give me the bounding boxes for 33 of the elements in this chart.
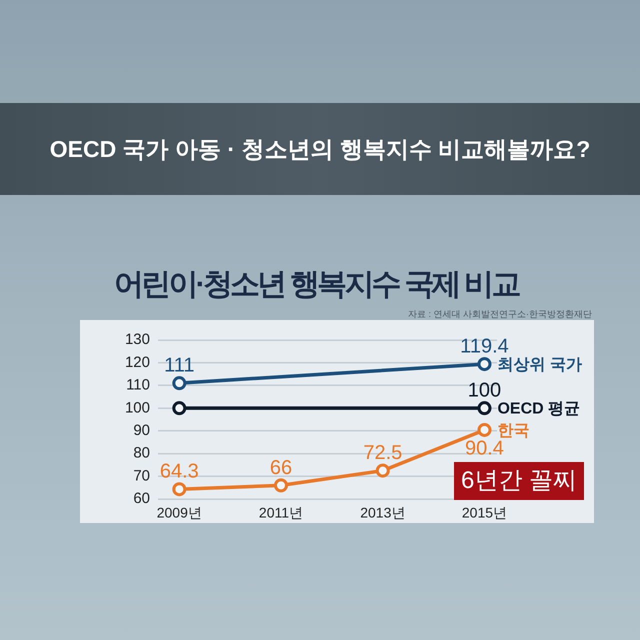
point	[376, 464, 390, 478]
series-label: OECD 평균	[497, 400, 580, 418]
data-label: 111	[164, 354, 195, 377]
series-label: 한국	[497, 422, 530, 440]
y-tick-label: 80	[133, 444, 150, 462]
y-tick-label: 70	[133, 467, 150, 484]
text: 자료 : 연세대 사회발전연구소·한국방정환재단	[408, 308, 592, 321]
point	[274, 478, 288, 492]
x-tick-label: 2011년	[258, 504, 304, 520]
series-label: 최상위 국가	[497, 356, 582, 374]
x-tick-label: 2013년	[360, 504, 406, 520]
data-label: 66	[270, 456, 292, 479]
y-tick-label: 130	[124, 331, 150, 348]
data-label: 64.3	[160, 460, 199, 483]
x-tick-label: 2015년	[462, 504, 508, 520]
point	[477, 422, 492, 437]
chart-subtitle: 어린이·청소년 행복지수 국제 비교	[114, 267, 519, 303]
y-tick-label: 60	[133, 490, 150, 508]
data-label: 72.5	[363, 442, 402, 464]
x-tick-label: 2009년	[156, 504, 202, 520]
y-tick-label: 110	[126, 376, 150, 394]
point	[172, 401, 186, 416]
data-label: 90.4	[464, 437, 504, 460]
y-tick-label: 90	[133, 422, 150, 439]
point	[477, 401, 492, 416]
point	[477, 357, 492, 372]
point	[172, 376, 186, 390]
data-label: 119.4	[460, 336, 509, 358]
y-tick-label: 120	[124, 354, 150, 371]
point	[172, 482, 186, 496]
chart-title: OECD 국가 아동 · 청소년의 행복지수 비교해볼까요?	[0, 103, 640, 195]
data-label: 100	[468, 380, 502, 402]
y-tick-label: 100	[124, 399, 150, 416]
